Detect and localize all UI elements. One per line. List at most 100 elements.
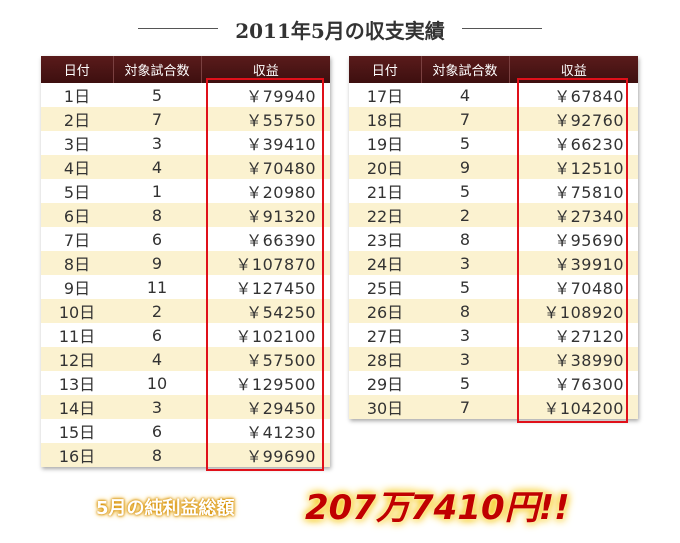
table-row: 9日 11 ￥127450 [41,275,330,299]
table-row: 25日 5 ￥70480 [349,275,638,299]
table-row: 2日 7 ￥55750 [41,107,330,131]
cell-profit: ￥66390 [201,227,330,251]
table-row: 27日 3 ￥27120 [349,323,638,347]
cell-date: 6日 [41,203,113,227]
cell-games: 4 [113,347,201,371]
cell-date: 29日 [349,371,421,395]
cell-date: 12日 [41,347,113,371]
header-games: 対象試合数 [420,56,509,83]
cell-games: 8 [113,203,201,227]
cell-profit: ￥92760 [509,107,638,131]
cell-games: 8 [421,299,509,323]
page-title: 2011年5月の収支実績 [235,19,445,43]
cell-games: 3 [113,395,201,419]
table-row: 17日 4 ￥67840 [349,83,638,107]
cell-date: 14日 [41,395,113,419]
table-row: 10日 2 ￥54250 [41,299,330,323]
cell-profit: ￥27120 [509,323,638,347]
table-row: 20日 9 ￥12510 [349,155,638,179]
cell-games: 9 [113,251,201,275]
table-row: 14日 3 ￥29450 [41,395,330,419]
cell-date: 16日 [41,443,113,467]
table-row: 24日 3 ￥39910 [349,251,638,275]
table-row: 6日 8 ￥91320 [41,203,330,227]
table-row: 3日 3 ￥39410 [41,131,330,155]
profit-highlight-box-right [517,78,628,423]
table-row: 7日 6 ￥66390 [41,227,330,251]
cell-profit: ￥12510 [509,155,638,179]
cell-date: 20日 [349,155,421,179]
cell-games: 6 [113,227,201,251]
cell-profit: ￥129500 [201,371,330,395]
table-row: 22日 2 ￥27340 [349,203,638,227]
table-row: 18日 7 ￥92760 [349,107,638,131]
cell-date: 11日 [41,323,113,347]
cell-games: 6 [113,419,201,443]
cell-games: 9 [421,155,509,179]
cell-date: 10日 [41,299,113,323]
cell-games: 4 [113,155,201,179]
cell-games: 3 [421,323,509,347]
cell-profit: ￥104200 [509,395,638,419]
cell-profit: ￥41230 [201,419,330,443]
cell-profit: ￥127450 [201,275,330,299]
cell-games: 6 [113,323,201,347]
cell-profit: ￥20980 [201,179,330,203]
cell-profit: ￥108920 [509,299,638,323]
cell-date: 15日 [41,419,113,443]
cell-date: 13日 [41,371,113,395]
title-rule-right [462,28,542,29]
table-row: 19日 5 ￥66230 [349,131,638,155]
table-row: 29日 5 ￥76300 [349,371,638,395]
cell-date: 9日 [41,275,113,299]
cell-date: 2日 [41,107,113,131]
cell-profit: ￥39910 [509,251,638,275]
table-row: 5日 1 ￥20980 [41,179,330,203]
cell-profit: ￥76300 [509,371,638,395]
table-row: 21日 5 ￥75810 [349,179,638,203]
cell-profit: ￥57500 [201,347,330,371]
cell-games: 5 [421,275,509,299]
page-title-block: 2011年5月の収支実績 [0,8,680,48]
table-row: 4日 4 ￥70480 [41,155,330,179]
cell-games: 8 [421,227,509,251]
header-date: 日付 [349,56,421,83]
cell-games: 3 [421,347,509,371]
cell-date: 26日 [349,299,421,323]
cell-profit: ￥70480 [509,275,638,299]
cell-games: 3 [113,131,201,155]
cell-games: 7 [113,107,201,131]
cell-games: 11 [113,275,201,299]
cell-profit: ￥27340 [509,203,638,227]
table-row: 23日 8 ￥95690 [349,227,638,251]
results-table-left: 日付 対象試合数 収益 1日 5 ￥79940 2日 7 ￥55750 3日 3 ￥39410 4… [41,56,330,467]
cell-date: 25日 [349,275,421,299]
summary-label: 5月の純利益総額 [96,498,235,519]
table-row: 26日 8 ￥108920 [349,299,638,323]
table-row: 30日 7 ￥104200 [349,395,638,419]
cell-games: 5 [113,83,201,107]
table-row: 28日 3 ￥38990 [349,347,638,371]
table-row: 16日 8 ￥99690 [41,443,330,467]
cell-profit: ￥29450 [201,395,330,419]
title-rule-left [138,28,218,29]
cell-date: 1日 [41,83,113,107]
table-row: 15日 6 ￥41230 [41,419,330,443]
cell-date: 28日 [349,347,421,371]
profit-highlight-box-left [206,78,324,471]
cell-date: 22日 [349,203,421,227]
cell-date: 17日 [349,83,421,107]
cell-profit: ￥79940 [201,83,330,107]
cell-games: 2 [421,203,509,227]
cell-date: 23日 [349,227,421,251]
cell-profit: ￥95690 [509,227,638,251]
summary-banner: 5月の純利益総額 207万7410円!! [0,480,680,530]
table-row: 1日 5 ￥79940 [41,83,330,107]
cell-games: 4 [421,83,509,107]
cell-games: 2 [113,299,201,323]
cell-profit: ￥107870 [201,251,330,275]
cell-profit: ￥102100 [201,323,330,347]
cell-date: 7日 [41,227,113,251]
cell-date: 19日 [349,131,421,155]
cell-date: 8日 [41,251,113,275]
